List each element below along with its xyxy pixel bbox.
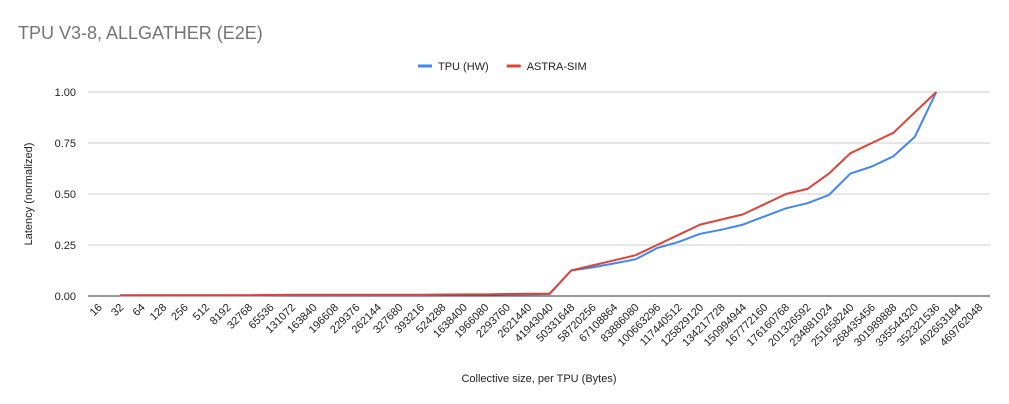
legend-label: TPU (HW) [438, 61, 489, 73]
y-tick-label: 0.00 [55, 291, 76, 303]
y-axis-label: Latency (normalized) [23, 143, 35, 246]
y-tick-label: 0.25 [55, 240, 76, 252]
x-tick-label: 128 [148, 302, 169, 323]
x-axis-label: Collective size, per TPU (Bytes) [461, 373, 616, 385]
legend-label: ASTRA-SIM [527, 61, 587, 73]
series-line [120, 91, 937, 297]
x-tick-label: 16 [88, 302, 105, 319]
y-tick-label: 0.75 [55, 138, 76, 150]
y-tick-label: 0.50 [55, 189, 76, 201]
y-tick-label: 1.00 [55, 87, 76, 99]
x-tick-label: 256 [169, 302, 190, 323]
x-tick-label: 32 [109, 302, 126, 319]
x-tick-label: 64 [131, 302, 148, 319]
chart-title: TPU V3-8, ALLGATHER (E2E) [18, 23, 263, 43]
